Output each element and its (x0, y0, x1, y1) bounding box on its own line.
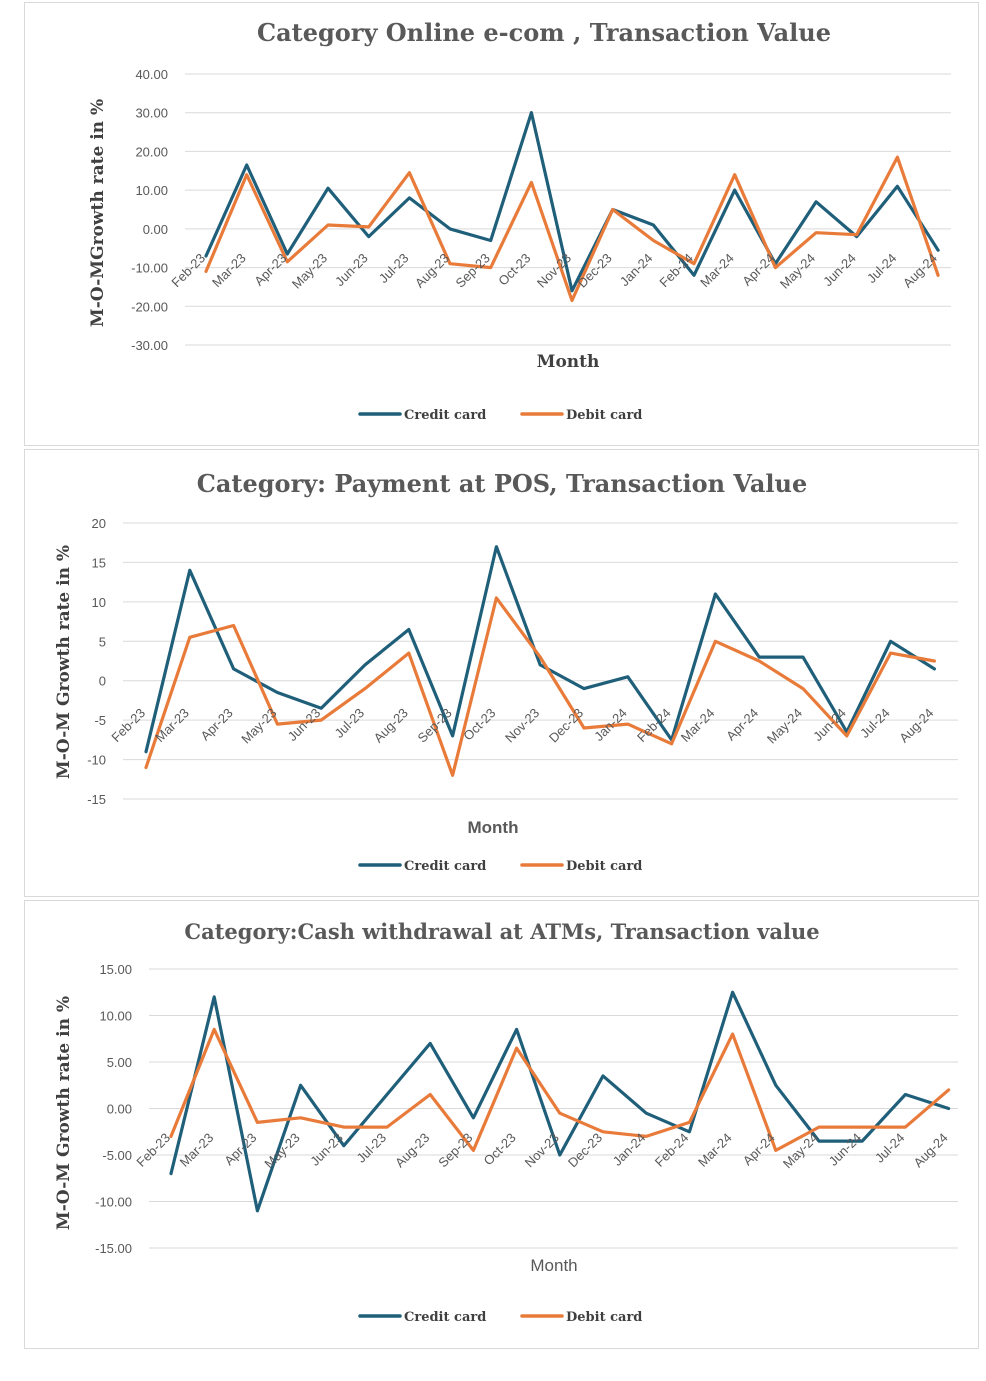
legend-entry: Debit card (566, 1310, 642, 1325)
series-line-debit-card (144, 596, 937, 777)
chart-panel-atm: Category:Cash withdrawal at ATMs, Transa… (24, 900, 979, 1349)
x-tick-label: Apr-24 (723, 705, 761, 743)
legend-entry: Credit card (404, 1310, 486, 1325)
x-tick-label: Dec-23 (546, 705, 586, 745)
x-tick-label: Jun-24 (826, 1130, 865, 1169)
x-tick-label: Apr-24 (740, 1130, 778, 1168)
y-tick-label: 10.00 (99, 1009, 132, 1024)
x-tick-label: Aug-23 (371, 705, 411, 745)
line-chart-atm: Category:Cash withdrawal at ATMs, Transa… (54, 919, 958, 1325)
y-tick-label: 0.00 (107, 1102, 132, 1117)
x-tick-label: Jun-23 (285, 705, 324, 744)
x-tick-label: Jul-23 (353, 1130, 389, 1166)
x-tick-label: Feb-23 (108, 705, 148, 745)
x-tick-label: Apr-23 (198, 705, 236, 743)
y-tick-label: 0 (99, 674, 106, 689)
x-tick-label: Aug-23 (392, 1130, 432, 1170)
x-tick-label: May-24 (777, 250, 818, 291)
x-tick-label: Jul-24 (864, 250, 900, 286)
x-tick-label: Sep-23 (453, 250, 493, 290)
y-tick-label: 20 (92, 516, 106, 531)
series-line-debit-card (204, 155, 940, 303)
chart-panel-online-ecom: Category Online e-com , Transaction Valu… (24, 2, 979, 446)
y-tick-label: 5.00 (107, 1055, 132, 1070)
y-tick-label: -10.00 (131, 261, 168, 276)
y-tick-label: -15.00 (95, 1241, 132, 1256)
legend-entry: Credit card (404, 859, 486, 874)
y-tick-label: -15 (87, 792, 106, 807)
x-axis-label: Month (537, 352, 600, 372)
x-tick-label: Feb-24 (652, 1130, 692, 1170)
y-tick-label: 15.00 (99, 962, 132, 977)
x-tick-label: Jul-24 (872, 1130, 908, 1166)
x-tick-label: Feb-23 (168, 250, 208, 290)
chart-title: Category:Cash withdrawal at ATMs, Transa… (184, 919, 819, 944)
x-tick-label: Aug-24 (896, 705, 936, 745)
chart-title: Category Online e-com , Transaction Valu… (257, 18, 831, 47)
legend-entry: Credit card (404, 408, 486, 423)
x-tick-label: Jun-23 (307, 1130, 346, 1169)
y-tick-label: 30.00 (135, 106, 168, 121)
x-tick-label: Nov-23 (502, 705, 542, 745)
x-tick-label: Mar-23 (209, 250, 249, 290)
x-tick-label: May-23 (238, 705, 279, 746)
x-tick-label: Oct-23 (481, 1130, 519, 1168)
chart-panel-pos: Category: Payment at POS, Transaction Va… (24, 449, 979, 897)
x-tick-label: Jul-23 (376, 250, 412, 286)
series-line-debit-card (169, 1027, 951, 1152)
y-axis-label: M-O-MGrowth rate in % (88, 99, 108, 327)
legend-entry: Debit card (566, 859, 642, 874)
line-chart-pos: Category: Payment at POS, Transaction Va… (54, 469, 958, 874)
x-axis-label: Month (530, 1256, 577, 1275)
x-tick-label: Mar-24 (695, 1130, 735, 1170)
legend-entry: Debit card (566, 408, 642, 423)
y-tick-label: -5.00 (102, 1148, 132, 1163)
x-tick-label: Apr-23 (221, 1130, 259, 1168)
x-tick-label: Apr-24 (739, 250, 777, 288)
series-line-credit-card (204, 111, 940, 293)
y-axis-label: M-O-M Growth rate in % (54, 545, 74, 779)
y-tick-label: -20.00 (131, 299, 168, 314)
x-tick-label: Apr-23 (251, 250, 289, 288)
x-tick-label: Mar-23 (152, 705, 192, 745)
x-tick-label: Jul-24 (857, 705, 893, 741)
x-tick-label: Aug-23 (412, 250, 452, 290)
x-tick-label: Jun-24 (820, 250, 859, 289)
y-tick-label: 40.00 (135, 67, 168, 82)
x-tick-label: Aug-24 (910, 1130, 950, 1170)
x-tick-label: May-24 (764, 705, 805, 746)
x-axis-label: Month (468, 818, 519, 837)
x-tick-label: Mar-24 (678, 705, 718, 745)
x-tick-label: Aug-24 (900, 250, 940, 290)
y-tick-label: -30.00 (131, 338, 168, 353)
y-axis-label: M-O-M Growth rate in % (54, 996, 74, 1230)
y-tick-label: -10.00 (95, 1195, 132, 1210)
y-tick-label: 0.00 (143, 222, 168, 237)
series-line-credit-card (169, 990, 951, 1213)
y-tick-label: 5 (99, 634, 106, 649)
x-tick-label: Mar-23 (177, 1130, 217, 1170)
y-tick-label: 15 (92, 555, 106, 570)
chart-title: Category: Payment at POS, Transaction Va… (197, 469, 807, 498)
x-tick-label: Oct-23 (495, 250, 533, 288)
series-line-credit-card (144, 545, 937, 754)
x-tick-label: Feb-24 (634, 705, 674, 745)
x-tick-label: Jan-24 (617, 250, 656, 289)
y-tick-label: -10 (87, 753, 106, 768)
line-chart-online-ecom: Category Online e-com , Transaction Valu… (88, 18, 951, 423)
y-tick-label: -5 (94, 713, 106, 728)
x-tick-label: Feb-23 (133, 1130, 173, 1170)
y-tick-label: 10 (92, 595, 106, 610)
x-tick-label: Sep-23 (435, 1130, 475, 1170)
y-tick-label: 10.00 (135, 183, 168, 198)
x-tick-label: Nov-23 (522, 1130, 562, 1170)
y-tick-label: 20.00 (135, 144, 168, 159)
x-tick-label: Jun-23 (332, 250, 371, 289)
